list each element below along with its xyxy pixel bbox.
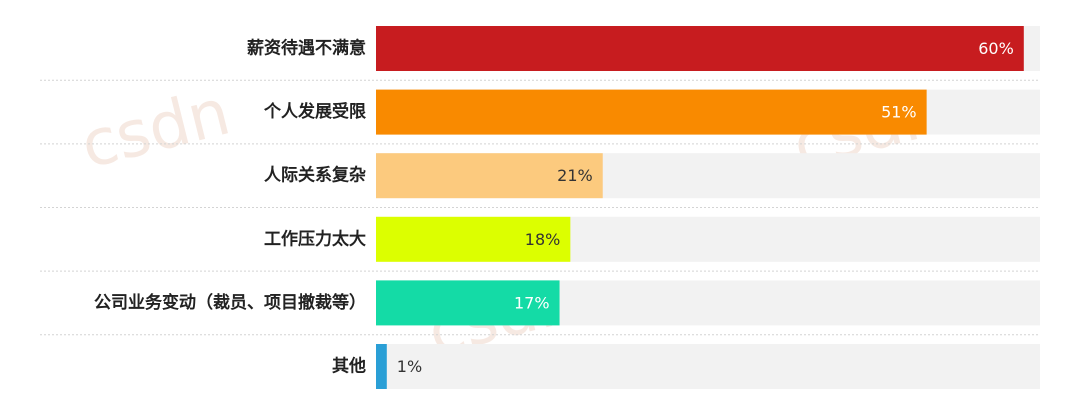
bar	[376, 280, 560, 326]
value-label: 21%	[557, 166, 593, 185]
bar	[376, 216, 571, 262]
bar	[376, 89, 927, 135]
bar-row: 公司业务变动（裁员、项目撤裁等） 17%	[40, 280, 1040, 336]
bar-row: 工作压力太大 18%	[40, 216, 1040, 272]
bar	[376, 344, 387, 389]
watermark-text-1: csdn	[74, 76, 237, 184]
value-label: 18%	[525, 230, 561, 249]
bar	[376, 153, 603, 199]
bar	[376, 26, 1024, 71]
chart-rows: 薪资待遇不满意 60% 个人发展受限 51% 人际关系复杂 21% 工作压力太大 18% 公司业…	[40, 26, 1040, 389]
bar-row: 人际关系复杂 21%	[40, 153, 1040, 208]
value-label: 17%	[514, 293, 550, 312]
bar-row: 薪资待遇不满意 60%	[40, 26, 1040, 81]
value-label: 1%	[397, 357, 422, 376]
category-label: 其他	[332, 356, 366, 377]
bar-row: 个人发展受限 51%	[40, 89, 1040, 145]
value-label: 60%	[978, 39, 1014, 58]
category-label: 个人发展受限	[263, 101, 366, 122]
bar-row: 其他 1%	[332, 344, 1040, 389]
category-label: 人际关系复杂	[264, 165, 366, 186]
value-label: 51%	[881, 103, 917, 122]
category-label: 公司业务变动（裁员、项目撤裁等）	[94, 292, 366, 313]
bar-track	[376, 344, 1040, 389]
category-label: 薪资待遇不满意	[247, 38, 366, 59]
category-label: 工作压力太大	[264, 228, 366, 249]
